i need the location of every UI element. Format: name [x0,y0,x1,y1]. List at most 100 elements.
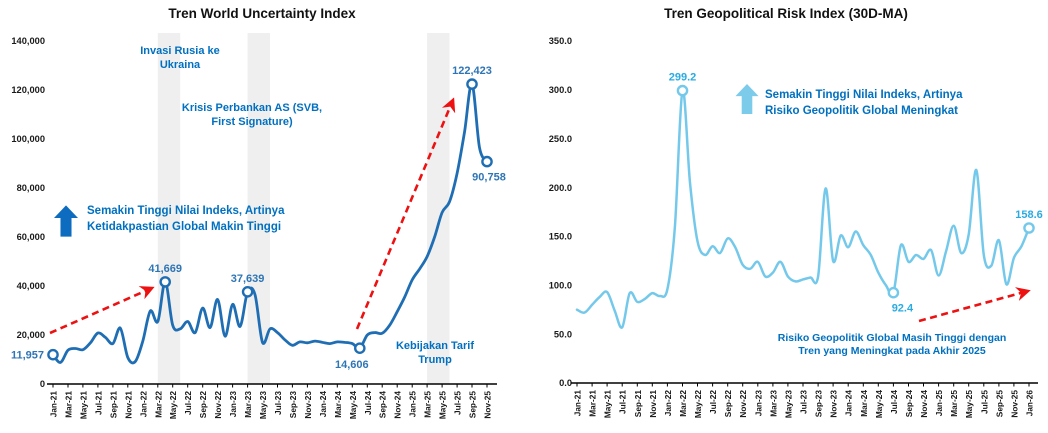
data-point-label: 122,423 [452,65,492,77]
x-axis-label: Jan-22 [138,391,148,418]
event-highlight-band [427,33,450,384]
up-arrow-icon [735,84,759,114]
x-axis-label: Sep-24 [378,391,388,419]
x-axis-label: Jul-25 [453,391,463,415]
data-point-marker [159,276,171,288]
y-axis-label: 300.0 [549,85,572,95]
x-axis-label: May-24 [348,391,358,420]
data-point-marker [47,348,59,361]
x-axis-label: Jan-25 [934,390,944,417]
x-axis-label: Sep-23 [288,391,298,419]
y-axis-label: 100.0 [549,281,572,291]
x-axis-label: Jul-22 [183,391,193,415]
x-axis-label: May-25 [438,391,448,420]
x-axis-label: Jan-23 [753,390,763,417]
x-axis-label: Mar-22 [678,390,688,417]
data-point-marker [241,285,254,298]
x-axis-label: Jan-26 [1025,390,1035,417]
x-axis-label: Sep-24 [904,390,914,418]
x-axis-label: May-21 [78,391,88,420]
x-axis-label: Jul-25 [979,390,989,414]
data-point-label: 14,606 [335,359,369,371]
x-axis-label: Sep-22 [198,391,208,419]
data-point-label: 37,639 [231,273,265,285]
x-axis-label: May-25 [964,390,974,419]
data-point-label: 92.4 [892,303,914,315]
x-axis-label: Sep-22 [723,390,733,418]
data-point-label: 90,758 [472,172,506,184]
x-axis-label: Jul-24 [889,390,899,414]
wui-chart-title: Tren World Uncertainty Index [168,6,356,21]
x-axis-label: Jan-22 [663,390,673,417]
up-arrow-glyph [735,84,759,114]
x-axis-label: Mar-21 [588,390,598,417]
y-axis-label: 50.0 [554,329,572,339]
event-highlight-band [247,33,270,384]
x-axis-label: Mar-24 [859,390,869,417]
x-axis-label: Nov-25 [1009,390,1019,418]
x-axis-label: Nov-24 [393,391,403,419]
data-point-marker [1023,222,1035,234]
x-axis-label: Nov-23 [303,391,313,419]
x-axis-label: Jul-23 [273,391,283,415]
x-axis-label: Jan-21 [573,390,583,417]
x-axis-label: Nov-23 [829,390,839,418]
x-axis-label: Jul-24 [363,391,373,415]
y-axis-label: 60,000 [17,232,45,242]
data-point-marker [466,78,478,90]
y-axis-label: 0.0 [559,378,572,388]
x-axis-label: Mar-25 [949,390,959,417]
y-axis-label: 80,000 [17,183,45,193]
y-axis-label: 40,000 [17,281,45,291]
x-axis-label: Mar-22 [153,391,163,418]
x-axis-label: May-23 [783,390,793,419]
annotation-russia-invasion: Invasi Rusia ke Ukraina [140,45,220,71]
trend-arrow [355,97,456,330]
y-axis-label: 350.0 [549,36,572,46]
annotation-rising-trend-2025: Risiko Geopolitik Global Masih Tinggi de… [777,332,1007,357]
x-axis-label: Jan-24 [318,391,328,418]
x-axis-label: May-22 [693,390,703,419]
x-axis-label: Jul-23 [799,390,809,414]
data-point-label: 158.6 [1015,209,1043,221]
x-axis-label: Jan-25 [408,391,418,418]
x-axis-label: Mar-25 [423,391,433,418]
event-highlight-band [157,33,181,384]
x-axis-label: Mar-23 [768,390,778,417]
data-point-marker [481,155,493,168]
x-axis-label: Jul-21 [93,391,103,415]
x-axis-label: Nov-22 [738,390,748,418]
data-point-label: 11,957 [11,350,44,362]
up-arrow-icon [54,205,78,237]
x-axis-label: Jan-21 [49,391,59,418]
annotation-index-meaning-gpr: Semakin Tinggi Nilai Indeks, Artinya Ris… [765,89,963,117]
x-axis-label: Jul-21 [618,390,628,414]
data-point-marker [887,286,900,299]
x-axis-label: Jul-22 [708,390,718,414]
x-axis-label: Nov-25 [483,391,493,419]
annotation-index-meaning-wui: Semakin Tinggi Nilai Indeks, Artinya Ket… [87,205,285,233]
trend-arrow [49,286,155,335]
annotation-trump-tariff: Kebijakan Tarif Trump [395,340,475,366]
geopolitical-risk-chart: 0.0 50.0 100.0 150.0 200.0 250.0 300.0 350.0 Jan… [524,0,1048,433]
x-axis-label: Jan-23 [228,391,238,418]
data-point-marker [353,342,366,355]
x-axis-label: Nov-24 [919,390,929,418]
x-axis-label: Nov-21 [123,391,133,419]
x-axis-label: May-22 [168,391,178,420]
y-axis-label: 200.0 [549,183,572,193]
data-point-label: 41,669 [148,263,182,275]
trend-arrow [918,287,1031,323]
x-axis-label: Sep-25 [994,390,1004,418]
trend-line [51,82,489,365]
up-arrow-glyph [54,205,78,237]
y-axis-label: 120,000 [11,85,45,95]
x-axis-label: Nov-21 [648,390,658,418]
x-axis-label: May-21 [603,390,613,419]
y-axis-label: 140,000 [11,36,45,46]
annotation-us-banking-crisis: Krisis Perbankan AS (SVB, First Signatur… [181,102,323,128]
y-axis-label: 20,000 [17,330,45,340]
y-axis-label: 150.0 [549,232,572,242]
x-axis-label: Sep-21 [108,391,118,419]
